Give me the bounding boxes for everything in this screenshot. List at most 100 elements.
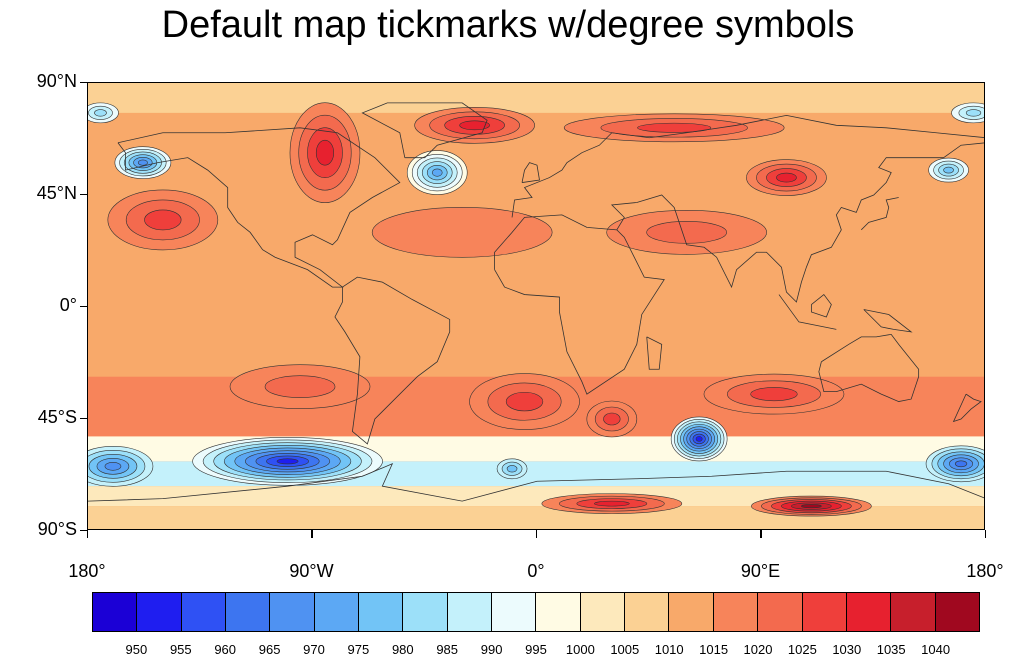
lat-tick-mark (80, 417, 87, 419)
lon-tick-mark (760, 530, 762, 538)
pressure-system (751, 495, 872, 517)
colorbar-label: 970 (303, 642, 325, 657)
colorbar-label: 980 (391, 642, 414, 657)
map-plot-area (87, 82, 985, 530)
colorbar (92, 592, 980, 632)
lon-tick-mark (984, 530, 986, 538)
coastline (521, 162, 540, 183)
coastline (860, 197, 899, 231)
coastline (334, 276, 451, 445)
pressure-system (670, 416, 728, 462)
colorbar-swatch (492, 593, 537, 631)
coastline (494, 214, 665, 395)
coastline (778, 294, 837, 330)
coastline (361, 102, 488, 159)
pressure-system (469, 373, 580, 430)
colorbar-label: 950 (125, 642, 148, 657)
lon-tick-label: 180° (68, 561, 106, 581)
pressure-system (88, 445, 154, 487)
pressure-system (746, 159, 827, 196)
colorbar-label: 1040 (921, 642, 951, 657)
colorbar-swatch (270, 593, 315, 631)
pressure-system (925, 445, 984, 483)
lon-tick-label: 180° (966, 561, 1004, 581)
pressure-system (703, 373, 845, 415)
colorbar-label: 1015 (699, 642, 729, 657)
coastline (818, 333, 920, 402)
pressure-system (928, 157, 969, 183)
colorbar-swatch (181, 593, 227, 631)
coastline (952, 393, 982, 423)
colorbar-swatch (314, 593, 360, 631)
pressure-system (563, 113, 785, 143)
lon-tick-mark (311, 530, 313, 538)
coastline (810, 293, 832, 318)
lon-tick-label: 90°W (289, 561, 334, 581)
lat-tick-label: 90°N (36, 71, 77, 91)
colorbar-label: 1025 (787, 642, 817, 657)
colorbar-label: 1020 (743, 642, 773, 657)
lon-tick-mark (86, 530, 88, 538)
coastline (88, 463, 984, 502)
lat-tick-label: 45°N (36, 183, 77, 203)
colorbar-swatch (758, 593, 803, 631)
pressure-band (88, 506, 984, 529)
pressure-system (406, 150, 468, 195)
colorbar-label: 985 (436, 642, 459, 657)
pressure-system (606, 210, 767, 255)
colorbar-label: 1010 (654, 642, 684, 657)
lon-tick-label: 90°E (740, 561, 781, 581)
colorbar-swatch (625, 593, 670, 631)
colorbar-swatch (669, 593, 714, 631)
colorbar-label: 975 (347, 642, 370, 657)
colorbar-swatch (536, 593, 581, 631)
colorbar-swatch (359, 593, 404, 631)
colorbar-label: 990 (480, 642, 503, 657)
pressure-system (229, 364, 371, 409)
pressure-system (114, 146, 172, 179)
colorbar-swatch (93, 593, 138, 631)
colorbar-label: 955 (169, 642, 192, 657)
lat-tick-mark (80, 305, 87, 307)
pressure-band (88, 83, 984, 113)
lat-tick-label: 90°S (37, 519, 77, 539)
colorbar-label: 965 (258, 642, 281, 657)
coastline (511, 114, 984, 218)
colorbar-label: 960 (214, 642, 237, 657)
pressure-system (192, 437, 383, 486)
colorbar-swatch (846, 593, 892, 631)
colorbar-label: 1005 (610, 642, 640, 657)
lat-tick-mark (80, 81, 87, 83)
pressure-system (107, 189, 219, 251)
pressure-system (414, 107, 535, 144)
colorbar-swatch (580, 593, 626, 631)
colorbar-label: 1000 (565, 642, 595, 657)
coastline (646, 336, 663, 370)
colorbar-swatch (891, 593, 936, 631)
map-title: Default map tickmarks w/degree symbols (161, 4, 855, 46)
pressure-contour-map (88, 83, 984, 529)
coastline (610, 142, 984, 303)
pressure-system (496, 458, 528, 480)
colorbar-swatch (713, 593, 759, 631)
lat-tick-mark (80, 193, 87, 195)
pressure-system (289, 102, 361, 203)
pressure-system (586, 400, 638, 438)
colorbar-swatch (137, 593, 182, 631)
pressure-system (88, 102, 119, 124)
colorbar-swatch (935, 593, 979, 631)
colorbar-label: 995 (525, 642, 547, 657)
colorbar-label: 1030 (832, 642, 862, 657)
pressure-system (951, 102, 984, 124)
lat-tick-mark (80, 529, 87, 531)
lat-tick-label: 0° (59, 295, 77, 315)
lon-tick-label: 0° (527, 561, 545, 581)
colorbar-swatch (403, 593, 448, 631)
colorbar-swatch (226, 593, 271, 631)
lat-tick-label: 45°S (37, 407, 77, 427)
colorbar-swatch (802, 593, 847, 631)
pressure-system (371, 207, 553, 258)
colorbar-swatch (447, 593, 493, 631)
colorbar-label: 1035 (876, 642, 906, 657)
lon-tick-mark (535, 530, 537, 538)
